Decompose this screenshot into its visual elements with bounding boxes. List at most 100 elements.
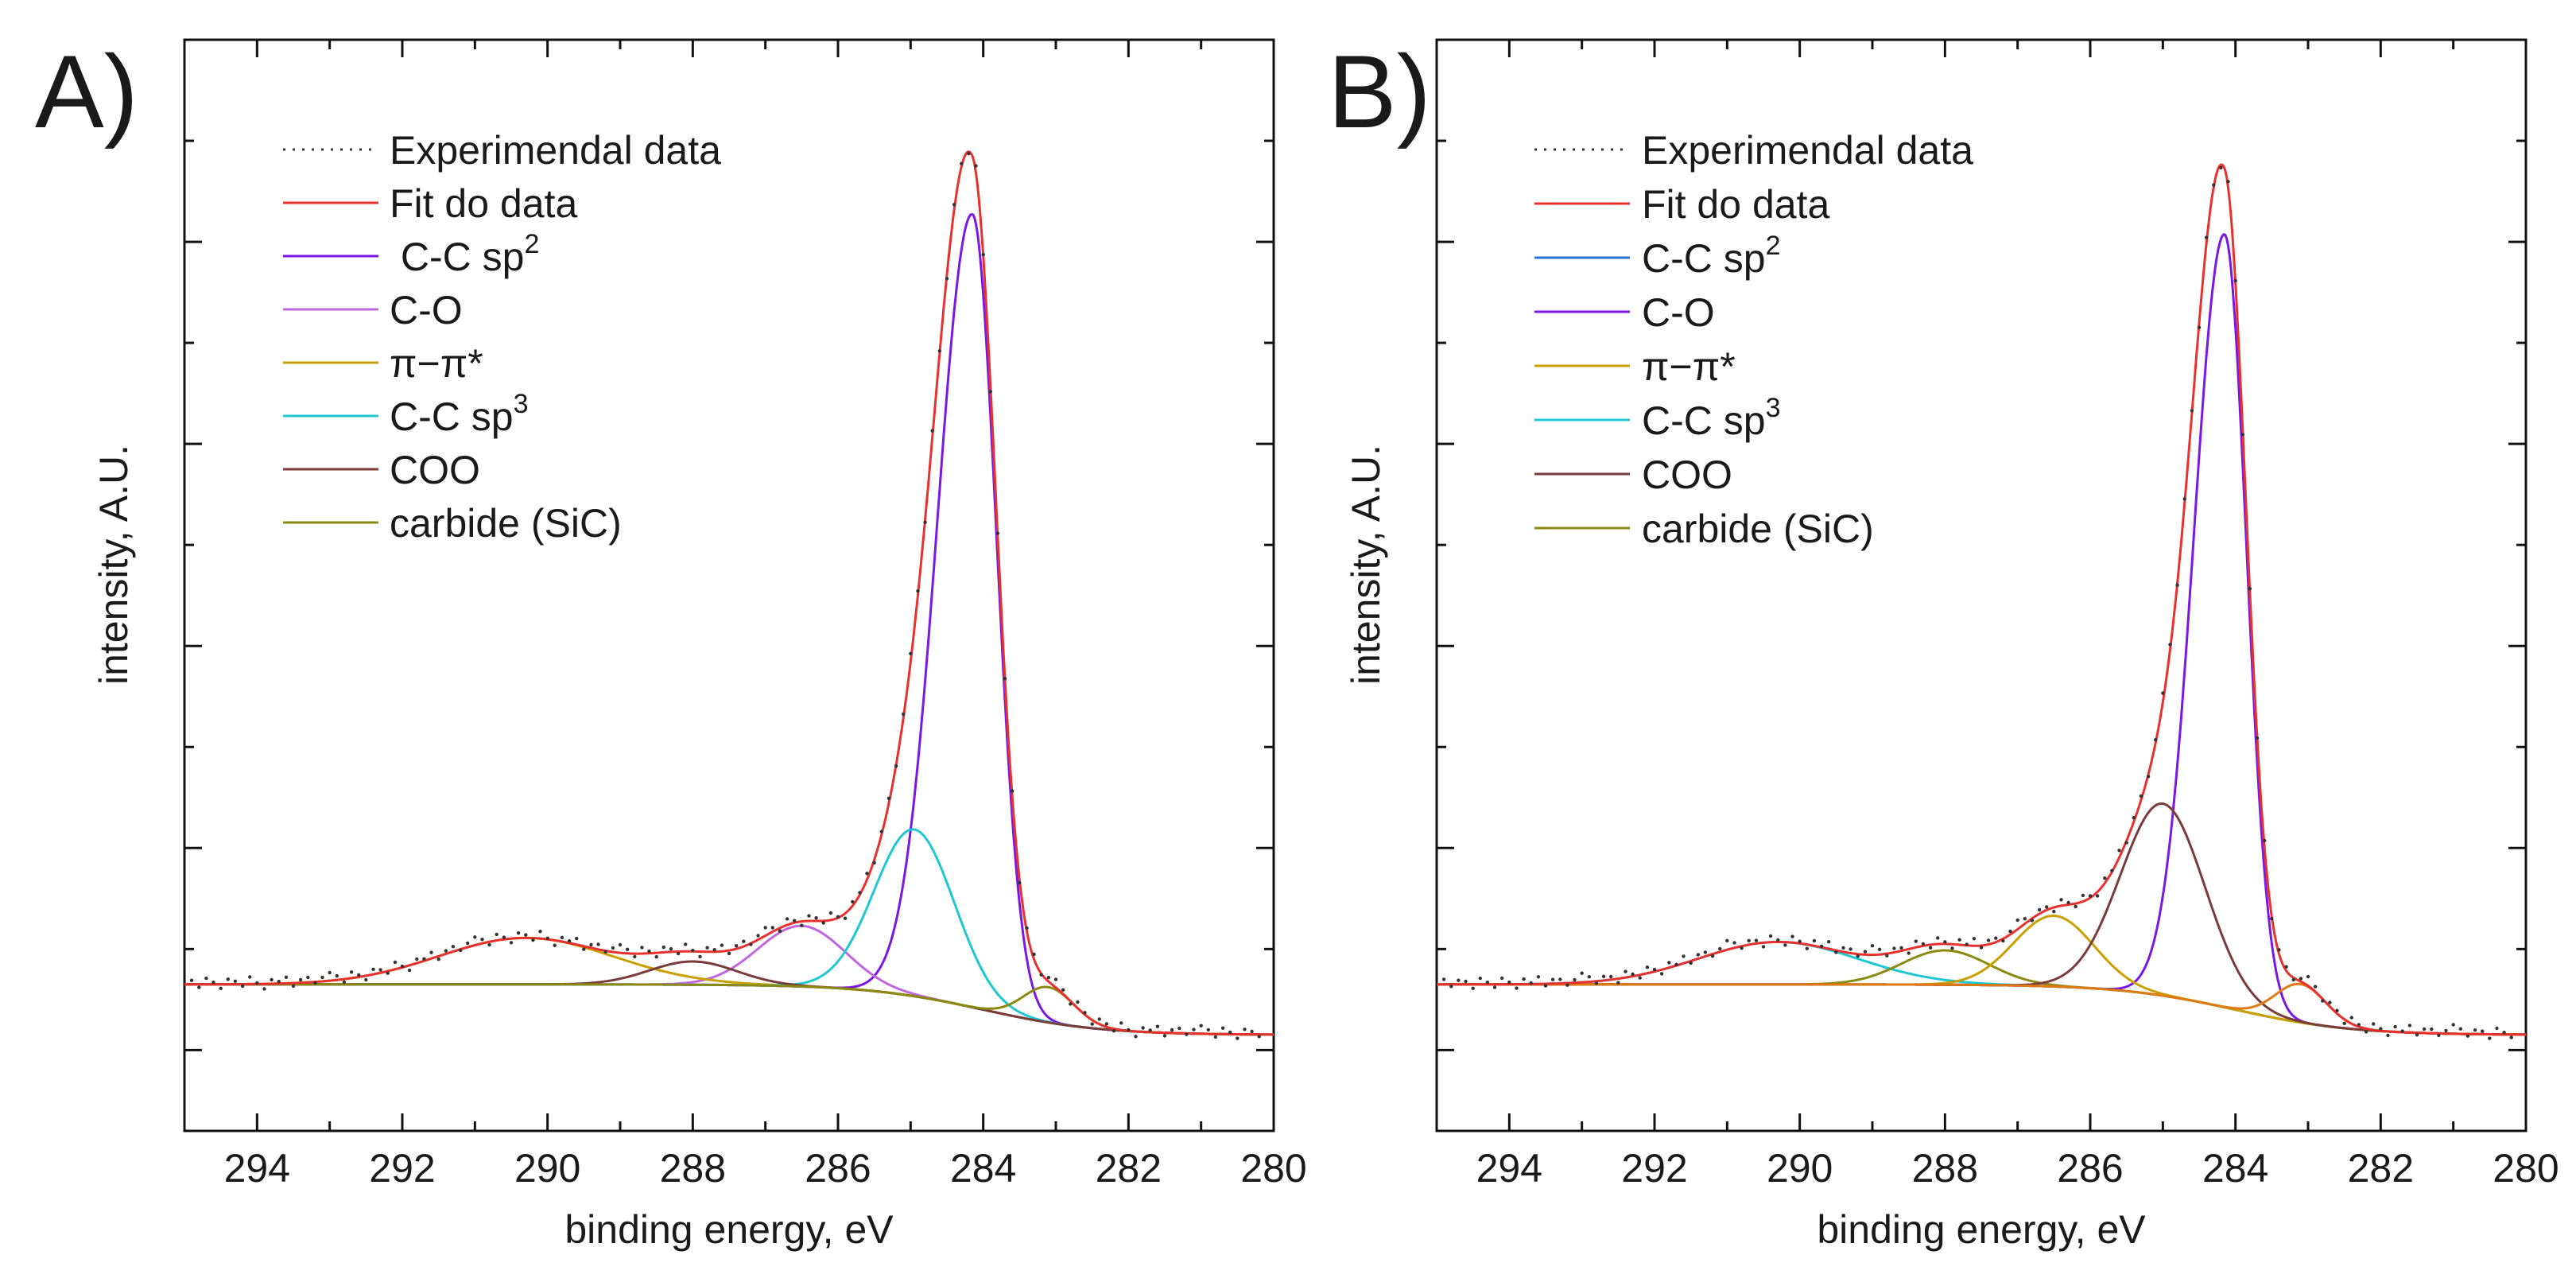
legend: Experimendal data Fit do data C-C sp2 C-O π… bbox=[283, 128, 721, 546]
experimental-point bbox=[1790, 934, 1794, 938]
experimental-point bbox=[1573, 977, 1577, 982]
experimental-point bbox=[1025, 926, 1029, 930]
experimental-point bbox=[1522, 977, 1526, 981]
experimental-point bbox=[720, 943, 724, 947]
legend-label: C-C sp3 bbox=[1642, 393, 1781, 443]
experimental-point bbox=[756, 934, 760, 938]
experimental-point bbox=[1032, 952, 1036, 957]
experimental-point bbox=[2291, 977, 2295, 982]
legend-label: Experimendal data bbox=[1642, 128, 1973, 173]
experimental-point bbox=[2066, 900, 2070, 905]
experimental-point bbox=[2444, 1028, 2448, 1033]
experimental-point bbox=[480, 938, 484, 942]
experimental-point bbox=[2430, 1027, 2434, 1031]
experimental-point bbox=[240, 984, 245, 989]
experimental-point bbox=[2502, 1031, 2506, 1035]
x-tick-label: 290 bbox=[514, 1146, 580, 1191]
experimental-point bbox=[2306, 974, 2310, 979]
experimental-point bbox=[1638, 976, 1642, 980]
experimental-point bbox=[1170, 1028, 1174, 1032]
experimental-point bbox=[1921, 942, 1926, 946]
experimental-point bbox=[335, 973, 339, 978]
experimental-point bbox=[378, 968, 382, 972]
experimental-point bbox=[2197, 325, 2202, 329]
experimental-point bbox=[1053, 977, 1058, 981]
experimental-point bbox=[1061, 988, 1065, 992]
experimental-point bbox=[1177, 1026, 1181, 1031]
experimental-point bbox=[1550, 977, 1555, 981]
experimental-point bbox=[1834, 950, 1838, 954]
experimental-point bbox=[698, 954, 702, 959]
experimental-point bbox=[2124, 841, 2128, 845]
component-curve-c-c-sp3 bbox=[184, 828, 1274, 1036]
experimental-point bbox=[1464, 979, 1468, 984]
experimental-point bbox=[1740, 946, 1744, 950]
experimental-point bbox=[2372, 1022, 2376, 1026]
experimental-point bbox=[2117, 849, 2121, 853]
experimental-point bbox=[509, 941, 514, 945]
experimental-point bbox=[2415, 1033, 2419, 1037]
experimental-point bbox=[342, 980, 347, 985]
plot-frame bbox=[183, 38, 1275, 1132]
legend-label: C-C sp3 bbox=[390, 389, 529, 439]
experimental-point bbox=[2422, 1027, 2427, 1031]
experimental-point bbox=[2212, 183, 2216, 187]
experimental-point bbox=[967, 152, 971, 156]
experimental-point bbox=[1957, 938, 1961, 942]
experimental-point bbox=[487, 942, 491, 947]
experimental-point bbox=[2400, 1029, 2404, 1033]
experimental-point bbox=[1972, 937, 1977, 941]
experimental-point bbox=[1849, 947, 1852, 951]
experimental-point bbox=[466, 941, 470, 946]
experimental-point bbox=[596, 942, 600, 946]
legend-label: π−π* bbox=[390, 341, 483, 386]
experimental-point bbox=[1710, 954, 1715, 958]
experimental-point bbox=[2509, 1035, 2513, 1039]
experimental-point bbox=[2342, 1021, 2346, 1026]
experimental-point bbox=[1870, 944, 1875, 948]
experimental-point bbox=[1725, 938, 1729, 943]
experimental-point bbox=[2074, 904, 2077, 909]
experimental-point bbox=[1097, 1017, 1102, 1021]
experimental-point bbox=[516, 931, 521, 935]
experimental-point bbox=[1907, 951, 1911, 955]
experimental-point bbox=[1003, 677, 1007, 681]
x-tick-label: 282 bbox=[1096, 1146, 1162, 1191]
experimental-point bbox=[436, 958, 440, 962]
experimental-point bbox=[603, 950, 607, 954]
experimental-point bbox=[1558, 977, 1562, 981]
experimental-point bbox=[2190, 409, 2194, 413]
legend-label: π−π* bbox=[1642, 344, 1736, 389]
experimental-point bbox=[937, 349, 942, 353]
experimental-point bbox=[2023, 917, 2027, 921]
experimental-point bbox=[800, 923, 804, 927]
experimental-point bbox=[1104, 1022, 1109, 1026]
experimental-point bbox=[1492, 985, 1497, 989]
experimental-point bbox=[415, 957, 419, 962]
experimental-point bbox=[625, 947, 630, 952]
experimental-point bbox=[393, 960, 398, 965]
legend-label: Fit do data bbox=[1642, 182, 1829, 227]
experimental-point bbox=[1732, 941, 1736, 945]
experimental-point bbox=[2146, 775, 2151, 779]
experimental-point bbox=[821, 921, 825, 925]
plot-frame bbox=[1435, 38, 2528, 1132]
experimental-point bbox=[567, 939, 572, 943]
experimental-point bbox=[1703, 950, 1708, 954]
experimental-point bbox=[654, 955, 658, 959]
experimental-point bbox=[1594, 981, 1599, 985]
experimental-point bbox=[1500, 976, 1504, 981]
experimental-point bbox=[2154, 738, 2158, 742]
experimental-point bbox=[640, 946, 644, 950]
experimental-point bbox=[2015, 918, 2019, 923]
experimental-point bbox=[2451, 1023, 2455, 1027]
experimental-point bbox=[458, 948, 463, 953]
experimental-point bbox=[364, 977, 368, 982]
experimental-point bbox=[1257, 1035, 1261, 1039]
experimental-point bbox=[1236, 1036, 1240, 1040]
experimental-point bbox=[1754, 938, 1759, 942]
experimental-point bbox=[1119, 1021, 1123, 1025]
component-curve-coo bbox=[184, 960, 1274, 1036]
experimental-point bbox=[727, 951, 731, 956]
